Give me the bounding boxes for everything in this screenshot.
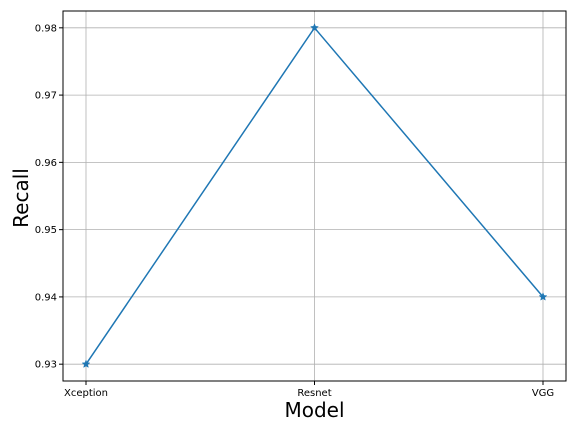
- y-tick-label: 0.97: [35, 91, 57, 102]
- x-tick-label: Xception: [64, 388, 108, 399]
- y-tick-label: 0.95: [35, 225, 57, 236]
- x-axis-label: Model: [284, 398, 344, 422]
- data-point-star-marker: [538, 292, 548, 301]
- y-tick-label: 0.93: [35, 360, 57, 371]
- y-axis-label: Recall: [9, 168, 33, 228]
- x-axis-ticks: Xception Resnet VGG: [64, 381, 554, 399]
- y-tick-label: 0.98: [35, 23, 57, 34]
- series-layer: [81, 23, 548, 368]
- data-point-star-marker: [81, 359, 91, 368]
- grid-layer: [63, 11, 566, 381]
- plot-area: [62, 10, 567, 382]
- y-tick-label: 0.94: [35, 292, 57, 303]
- x-tick-label: VGG: [532, 388, 554, 399]
- x-tick-label: Resnet: [297, 388, 331, 399]
- y-axis-ticks: 0.93 0.94 0.95 0.96 0.97 0.98: [35, 23, 63, 371]
- data-point-star-marker: [310, 23, 319, 32]
- y-tick-label: 0.96: [35, 158, 57, 169]
